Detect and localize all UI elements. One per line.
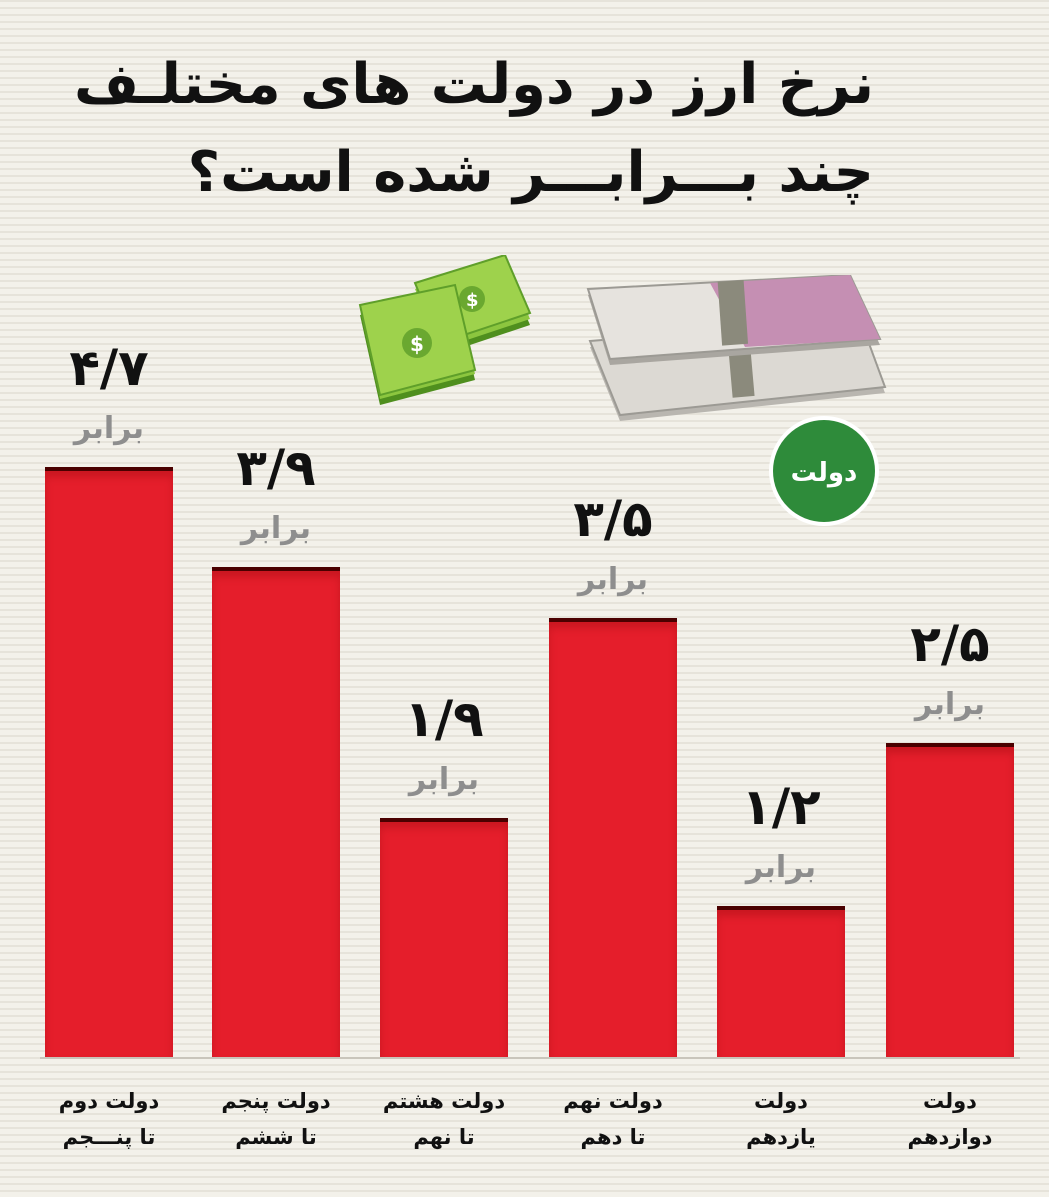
category-label-line: دولت bbox=[754, 1089, 808, 1113]
svg-text:$: $ bbox=[410, 332, 424, 356]
bar-unit-label-1: برابر bbox=[73, 411, 145, 446]
dolat-logo: دولت bbox=[769, 416, 879, 526]
category-label-line: تا نهم bbox=[413, 1125, 475, 1149]
bar-unit-label-2: برابر bbox=[240, 511, 312, 546]
bar-value-label-5: ۱/۲ bbox=[741, 778, 821, 836]
category-label-line: دولت نهم bbox=[563, 1089, 663, 1113]
dollar-bills-stack-icon: $ $ bbox=[358, 255, 532, 405]
category-label-1: دولت دوم تا پنـــجم bbox=[24, 1083, 194, 1155]
euro-bills-stack-icon bbox=[586, 275, 887, 421]
bar-6 bbox=[886, 743, 1014, 1057]
category-label-line: دوازدهم bbox=[907, 1125, 993, 1149]
bar-4 bbox=[549, 618, 677, 1057]
category-label-6: دولت دوازدهم bbox=[865, 1083, 1035, 1155]
category-label-3: دولت هشتم تا نهم bbox=[359, 1083, 529, 1155]
title-line-2: چند بـــرابـــر شده است؟ bbox=[187, 140, 874, 205]
category-label-2: دولت پنجم تا ششم bbox=[191, 1083, 361, 1155]
bar-value-label-4: ۳/۵ bbox=[573, 490, 653, 548]
bar-unit-label-3: برابر bbox=[408, 762, 480, 797]
title-line-1: نرخ ارز در دولت های مختلـف bbox=[74, 52, 874, 117]
category-label-line: تا پنـــجم bbox=[62, 1125, 156, 1149]
category-label-4: دولت نهم تا دهم bbox=[528, 1083, 698, 1155]
category-label-5: دولت یازدهم bbox=[696, 1083, 866, 1155]
logo-circle bbox=[773, 420, 875, 522]
bar-2 bbox=[212, 567, 340, 1057]
bar-unit-label-5: برابر bbox=[745, 850, 817, 885]
category-label-line: یازدهم bbox=[746, 1125, 816, 1149]
bar-value-label-2: ۳/۹ bbox=[236, 439, 316, 497]
bar-5 bbox=[717, 906, 845, 1057]
category-label-line: دولت دوم bbox=[58, 1089, 160, 1113]
bar-unit-label-4: برابر bbox=[577, 562, 649, 597]
category-label-line: دولت هشتم bbox=[382, 1089, 506, 1113]
category-label-line: تا ششم bbox=[235, 1125, 317, 1149]
category-label-line: دولت پنجم bbox=[221, 1089, 331, 1113]
bar-3 bbox=[380, 818, 508, 1057]
bar-1 bbox=[45, 467, 173, 1057]
category-label-line: دولت bbox=[923, 1089, 977, 1113]
category-label-line: تا دهم bbox=[580, 1125, 646, 1149]
logo-text: دولت bbox=[791, 458, 858, 488]
svg-text:$: $ bbox=[466, 290, 479, 311]
bar-value-label-1: ۴/۷ bbox=[69, 339, 149, 397]
bar-value-label-3: ۱/۹ bbox=[404, 690, 484, 748]
bar-unit-label-6: برابر bbox=[914, 687, 986, 722]
bar-value-label-6: ۲/۵ bbox=[910, 615, 990, 673]
chart-baseline bbox=[40, 1057, 1020, 1059]
